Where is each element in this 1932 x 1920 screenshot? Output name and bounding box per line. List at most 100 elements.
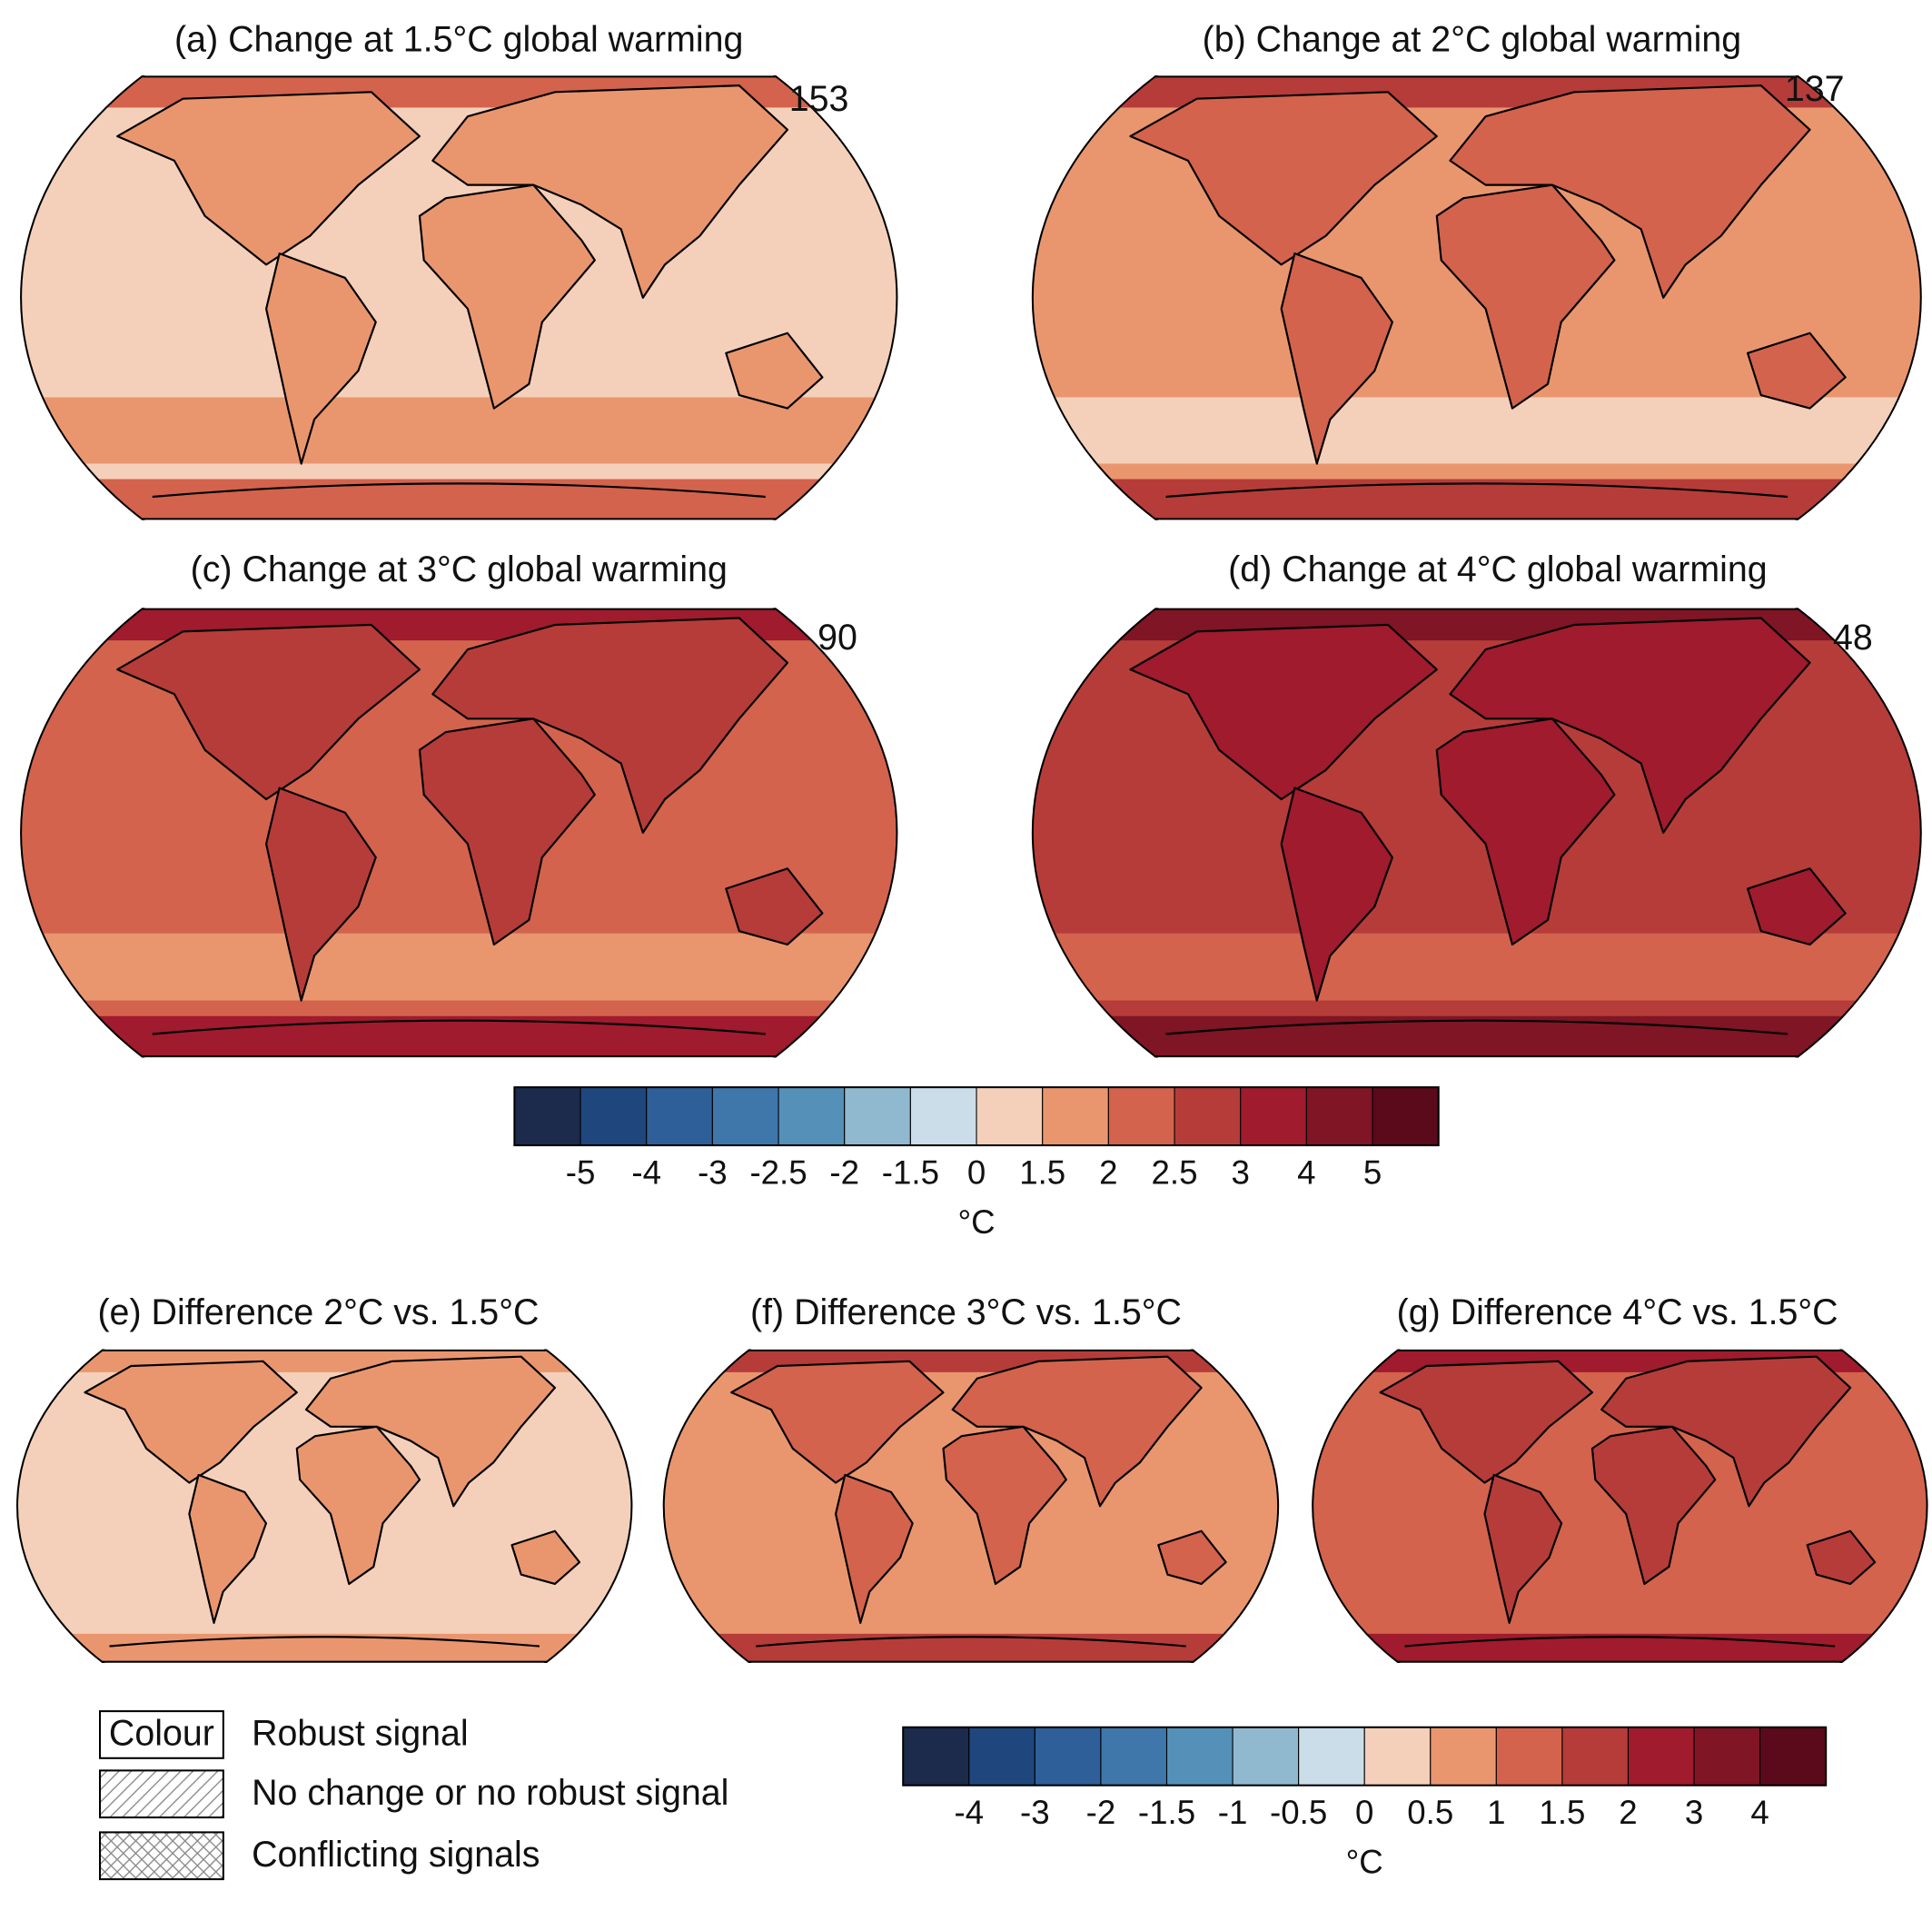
colorbar-swatch [1100,1727,1168,1786]
antarctic [17,1633,632,1662]
land [418,183,596,410]
colorbar-tick-label: 4 [1750,1794,1769,1831]
land [951,1355,1203,1508]
colorbar-frame [513,1086,1440,1147]
colorbar-swatch [909,1086,977,1146]
colorbar-swatch [976,1086,1044,1146]
colorbar-swatch [1430,1727,1497,1786]
antarctica-coast [756,1636,1186,1648]
land [1129,91,1438,266]
land [304,1355,557,1508]
arctic [21,76,897,108]
map [20,74,898,520]
colorbar-swatch [711,1086,779,1146]
colorbar-swatch [513,1086,581,1146]
colorbar-tick-label: -2.5 [749,1153,807,1191]
land [1590,1425,1717,1586]
antarctic [1032,1015,1921,1057]
arctic [663,1350,1279,1372]
colorbar-swatch [1372,1086,1440,1146]
map-outline [1031,608,1922,1058]
land [1280,252,1393,465]
land [1483,1473,1563,1624]
southern-ocean [21,933,897,1001]
panel-title: (c) Change at 3°C global warming [191,549,728,589]
southern-ocean [1313,1576,1927,1623]
colorbar-tick-label: 2.5 [1152,1153,1198,1191]
southern-ocean [17,1576,632,1623]
colorbar-swatch [968,1727,1035,1786]
antarctic [1032,479,1921,520]
colorbar-tick-label: -1 [1218,1794,1248,1831]
land [1435,183,1616,410]
land [942,1425,1067,1586]
legend-label: No change or no robust signal [252,1773,728,1813]
land [116,623,421,801]
model-count: 153 [789,79,849,119]
arctic [21,609,897,641]
colorbar-swatch [1174,1086,1242,1146]
legend-swatch [98,1831,224,1881]
map-outline [662,1349,1280,1664]
land [431,84,789,299]
panel-title: (g) Difference 4°C vs. 1.5°C [1397,1292,1838,1332]
model-count: 90 [817,618,857,658]
colorbar-swatch [1165,1727,1234,1786]
southern-ocean [21,397,897,464]
land [1157,1529,1227,1586]
antarctic [1313,1633,1927,1662]
antarctic [663,1633,1279,1662]
colorbar-tick-label: 1.5 [1019,1153,1065,1191]
land [1746,332,1847,410]
model-count: 48 [1833,618,1873,658]
colorbar-swatch [1561,1727,1630,1786]
colorbar-tick-label: 0.5 [1407,1794,1453,1831]
land [1806,1529,1877,1586]
land [1379,1360,1594,1484]
colorbar-tick-label: -0.5 [1270,1794,1327,1831]
legend-swatch [98,1710,224,1759]
colorbar-swatch [1107,1086,1175,1146]
panel-title: (f) Difference 3°C vs. 1.5°C [750,1292,1182,1332]
antarctic [21,1015,897,1057]
antarctica-coast [109,1636,540,1648]
panel-title: (d) Change at 4°C global warming [1228,549,1768,589]
land [265,787,377,1002]
southern-ocean [1032,397,1921,464]
colorbar: -5 -4 -3 -2.5 -2 -1.5 0 1.5 2 2.5 3 4 5 °C [513,1086,1440,1241]
colorbar-tick-label: 3 [1232,1153,1250,1191]
colorbar-tick-label: 2 [1619,1794,1637,1831]
colorbar-swatch [1232,1727,1300,1786]
colorbar-swatch [646,1086,713,1146]
land [725,332,824,410]
colorbar-swatch [1298,1727,1365,1786]
arctic [17,1350,632,1372]
colorbar-tick-label: -3 [698,1153,728,1191]
colorbar-tick-label: -2 [829,1153,859,1191]
land [510,1529,581,1586]
colorbar-swatch [1759,1727,1827,1786]
map-outline [16,1349,633,1664]
legend: Colour Robust signal No change or no rob… [98,1710,728,1881]
colorbar-unit: °C [957,1203,995,1241]
land [1449,617,1811,834]
colorbar-swatch [1495,1727,1563,1786]
colorbar-unit: °C [1346,1843,1383,1880]
land [295,1425,421,1586]
land [431,617,789,834]
arctic [1032,609,1921,641]
map [1312,1349,1928,1664]
panel-title: (a) Change at 1.5°C global warming [174,20,743,60]
model-count: 137 [1785,69,1845,109]
antarctica-coast [152,482,766,499]
land [1600,1355,1852,1508]
legend-swatch [98,1769,224,1819]
map-outline [20,608,898,1058]
map [1031,608,1922,1058]
southern-ocean [1032,933,1921,1001]
legend-label: Robust signal [252,1714,469,1754]
colorbar-swatch [844,1086,911,1146]
colorbar-frame [902,1726,1828,1786]
